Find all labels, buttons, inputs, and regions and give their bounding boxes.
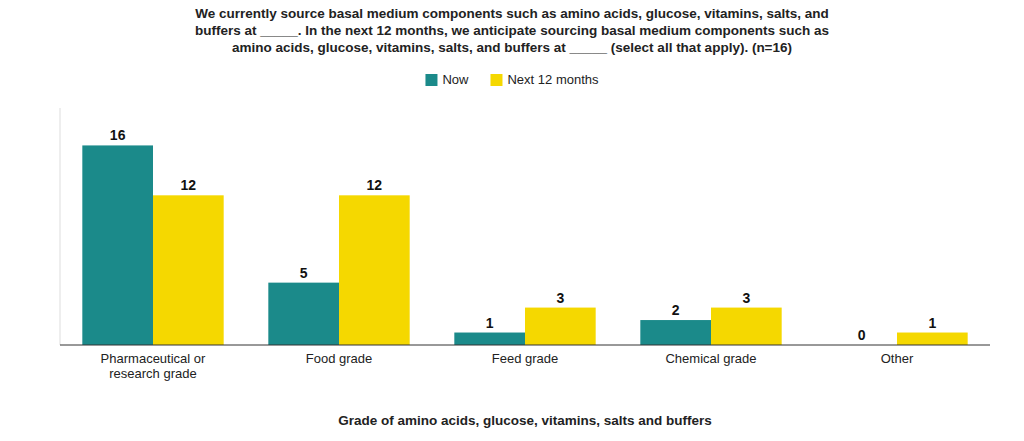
title: We currently source basal medium compone… (195, 6, 829, 55)
background (0, 0, 1024, 441)
legend-swatch (490, 74, 502, 86)
data-label: 12 (367, 177, 383, 193)
x-tick-label: Other (881, 351, 914, 366)
bar (82, 145, 153, 345)
bar (640, 320, 711, 345)
x-axis (60, 345, 990, 346)
data-label: 12 (181, 177, 197, 193)
bar (268, 283, 339, 345)
text-line: buffers at _____. In the next 12 months,… (195, 23, 829, 38)
data-labels: 1651201212331 (110, 127, 937, 343)
legend-label: Next 12 months (507, 72, 599, 87)
legend-item: Now (425, 72, 469, 87)
x-tick-label: Food grade (306, 351, 373, 366)
data-label: 16 (110, 127, 126, 143)
text-line: Feed grade (492, 351, 559, 366)
data-label: 3 (742, 290, 750, 306)
bar (897, 333, 968, 345)
legend-item: Next 12 months (490, 72, 599, 87)
bar (711, 308, 782, 345)
text-line: research grade (109, 366, 196, 381)
data-label: 3 (556, 290, 564, 306)
bar (153, 195, 224, 345)
text-line: Chemical grade (665, 351, 756, 366)
x-tick-label: Pharmaceutical orresearch grade (101, 351, 206, 381)
bars (82, 145, 967, 345)
data-label: 1 (486, 315, 494, 331)
x-tick-label: Chemical grade (665, 351, 756, 366)
chart: We currently source basal medium compone… (0, 0, 1024, 441)
data-label: 5 (300, 265, 308, 281)
data-label: 1 (928, 315, 936, 331)
text-line: Pharmaceutical or (101, 351, 206, 366)
data-label: 0 (858, 327, 866, 343)
bar (525, 308, 596, 345)
text-line: Other (881, 351, 914, 366)
x-axis-label: Grade of amino acids, glucose, vitamins,… (338, 413, 712, 428)
y-range-line (60, 108, 61, 345)
legend: Now Next 12 months (425, 72, 599, 87)
data-label: 2 (672, 302, 680, 318)
bar (339, 195, 410, 345)
text-line: We currently source basal medium compone… (195, 6, 829, 21)
text-line: Food grade (306, 351, 373, 366)
legend-swatch (425, 74, 437, 86)
legend-label: Now (442, 72, 469, 87)
bar (454, 333, 525, 345)
x-tick-label: Feed grade (492, 351, 559, 366)
text-line: amino acids, glucose, vitamins, salts, a… (232, 40, 792, 55)
